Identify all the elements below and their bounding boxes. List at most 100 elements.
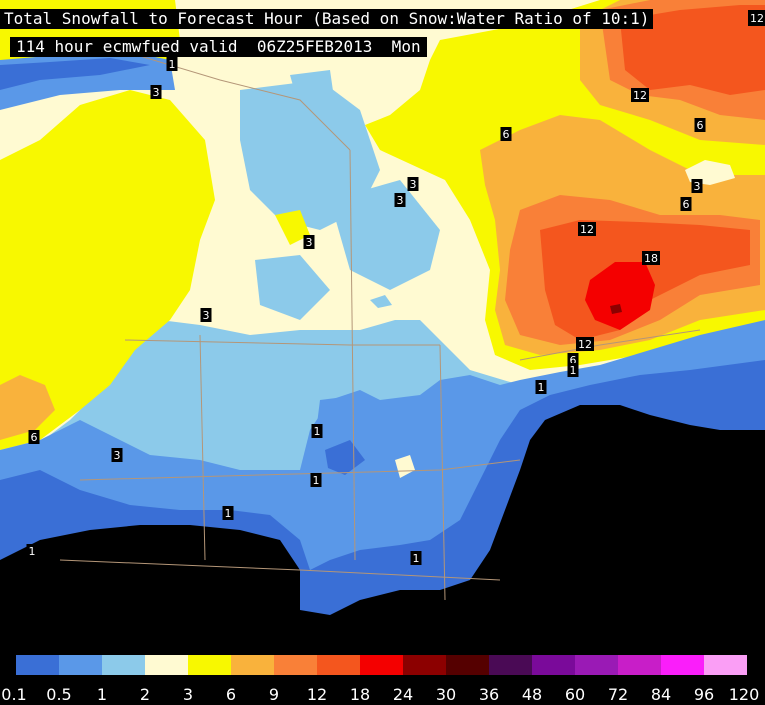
corner-label-box — [748, 10, 765, 26]
contour-label: 1 — [570, 364, 577, 377]
contour-label: 12 — [633, 89, 647, 102]
contour-label-box — [578, 222, 596, 236]
corner-label: 12 — [750, 12, 764, 25]
legend-swatch — [16, 655, 59, 675]
contour-label-box — [576, 337, 594, 351]
snow-18in-region — [585, 262, 655, 330]
contour-label-box — [694, 118, 706, 132]
contour-label: 3 — [153, 86, 160, 99]
contour-label-box — [567, 363, 579, 377]
legend-swatch — [231, 655, 274, 675]
legend-tick-label: 2 — [139, 685, 151, 704]
snow-3in-region-west — [0, 90, 215, 450]
legend-swatch — [618, 655, 661, 675]
contour-label-box — [311, 424, 323, 438]
snow-1in-patch — [255, 255, 330, 320]
snow-2in-patch-south — [395, 455, 415, 478]
contour-label: 3 — [306, 236, 313, 249]
legend-tick-label: 0.5 — [46, 685, 72, 704]
snow-0-5in-patch-central — [325, 440, 365, 475]
legend-tick-label: 1 — [96, 685, 108, 704]
snow-0-5in-top — [0, 58, 150, 90]
contour-label-box — [407, 177, 419, 191]
legend-tick-label: 24 — [392, 685, 414, 704]
snow-1in-spot — [370, 295, 392, 308]
legend-tick-label: 9 — [268, 685, 280, 704]
snow-1in-patch-central — [315, 395, 390, 460]
contour-label-box — [680, 197, 692, 211]
legend-swatch — [532, 655, 575, 675]
snow-2in-spot — [685, 160, 735, 185]
contour-label-box — [631, 88, 649, 102]
contour-label: 1 — [314, 425, 321, 438]
legend-swatch — [446, 655, 489, 675]
snow-6in-region-west — [0, 375, 55, 440]
contour-label: 3 — [397, 194, 404, 207]
contour-label-box — [26, 544, 38, 558]
legend-swatch — [145, 655, 188, 675]
legend-swatch — [274, 655, 317, 675]
contour-label-box — [410, 551, 422, 565]
legend-tick-label: 60 — [564, 685, 586, 704]
contour-label-box — [200, 308, 212, 322]
contour-label-box — [500, 127, 512, 141]
snow-none-region — [0, 405, 765, 640]
contour-label-box — [310, 473, 322, 487]
map-title: Total Snowfall to Forecast Hour (Based o… — [0, 9, 654, 29]
contour-label: 3 — [410, 178, 417, 191]
contour-label-box — [535, 380, 547, 394]
contour-label: 1 — [538, 381, 545, 394]
contour-label: 1 — [225, 507, 232, 520]
contour-label: 3 — [203, 309, 210, 322]
snow-3in-patch — [275, 210, 310, 245]
contour-label-box — [111, 448, 123, 462]
map-subtitle: 114 hour ecmwfued valid 06Z25FEB2013 Mon — [10, 37, 427, 57]
legend-swatch — [317, 655, 360, 675]
legend-swatch — [704, 655, 747, 675]
contour-label: 3 — [114, 449, 121, 462]
contour-label: 1 — [313, 474, 320, 487]
contour-label: 3 — [694, 180, 701, 193]
legend-tick-label: 0.1 — [1, 685, 27, 704]
legend-tick-label: 30 — [435, 685, 457, 704]
snow-12in-region-ne — [620, 5, 765, 95]
legend-swatch — [489, 655, 532, 675]
legend-tick-label: 12 — [306, 685, 328, 704]
contour-label: 1 — [29, 545, 36, 558]
contour-label-box — [222, 506, 234, 520]
legend-tick-label: 120 — [728, 685, 760, 704]
contour-label-box — [28, 430, 40, 444]
snow-1in-patch — [240, 80, 380, 230]
contour-label: 12 — [578, 338, 592, 351]
color-legend: 0.1 0.5 1 2 3 6 9 12 18 24 30 36 48 60 72 84 96 120 — [0, 640, 765, 705]
contour-label-box — [642, 251, 660, 265]
contour-label-box — [567, 353, 579, 367]
contour-label: 6 — [570, 354, 577, 367]
legend-swatch — [360, 655, 403, 675]
legend-tick-label: 6 — [225, 685, 237, 704]
contour-label-box — [166, 57, 178, 71]
contour-label-box — [691, 179, 703, 193]
legend-tick-label: 36 — [478, 685, 500, 704]
legend-tick-label: 84 — [650, 685, 672, 704]
legend-tick-label: 96 — [693, 685, 715, 704]
contour-label: 12 — [580, 223, 594, 236]
contour-label: 1 — [413, 552, 420, 565]
legend-swatch — [403, 655, 446, 675]
legend-swatch — [661, 655, 704, 675]
legend-swatch — [102, 655, 145, 675]
contour-label: 6 — [683, 198, 690, 211]
contour-label-box — [394, 193, 406, 207]
legend-swatch — [575, 655, 618, 675]
contour-label-box — [303, 235, 315, 249]
contour-label-box — [150, 85, 162, 99]
legend-tick-label: 72 — [607, 685, 629, 704]
legend-tick-label: 3 — [182, 685, 194, 704]
contour-label: 6 — [697, 119, 704, 132]
snow-1in-patch — [290, 70, 335, 110]
snow-24in-spot — [610, 304, 622, 314]
contour-label: 6 — [503, 128, 510, 141]
contour-label: 6 — [31, 431, 38, 444]
